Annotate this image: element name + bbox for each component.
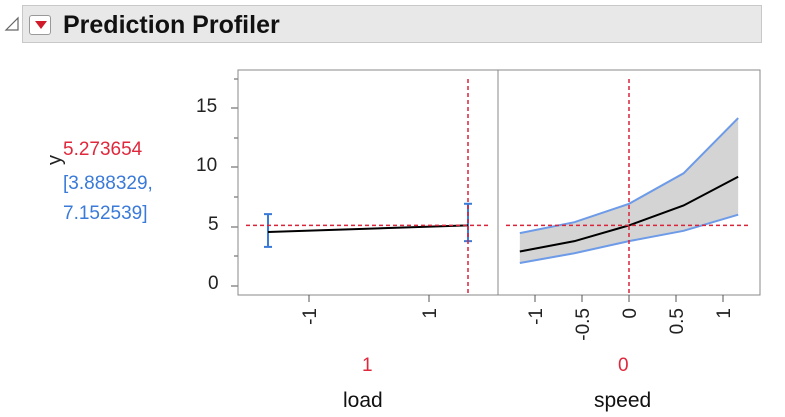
prediction-trace: [267, 224, 469, 233]
load-factor-label: load: [343, 389, 383, 412]
y-tick-label: 0: [208, 273, 219, 294]
y-tick-label: 15: [196, 96, 218, 117]
y-tick-label: 5: [208, 214, 219, 235]
load-current-value[interactable]: 1: [362, 355, 373, 376]
speed-current-value[interactable]: 0: [618, 355, 629, 376]
ci-upper-text: 7.152539]: [63, 203, 148, 224]
chevron-down-icon: [35, 21, 47, 29]
ci-lower-text: [3.888329,: [63, 173, 153, 194]
x-tick-label: 1: [420, 308, 441, 319]
page-title: Prediction Profiler: [63, 11, 280, 39]
profiler-title-bar: Prediction Profiler: [22, 5, 762, 43]
red-triangle-menu-button[interactable]: [29, 15, 51, 35]
x-tick-label: 0.5: [667, 308, 688, 334]
speed-profile: [506, 79, 750, 295]
load-plot-frame: [237, 69, 499, 296]
collapse-triangle-icon[interactable]: [4, 16, 20, 32]
y-tick-label: 10: [196, 155, 218, 176]
speed-factor-label: speed: [594, 389, 652, 412]
prediction-value: 5.273654: [63, 139, 143, 160]
x-tick-label: 0: [620, 308, 641, 319]
x-tick-label: 1: [714, 308, 735, 319]
x-tick-label: -0.5: [573, 308, 594, 341]
confidence-band: [519, 118, 739, 263]
x-tick-label: -1: [526, 308, 547, 325]
x-tick-label: -1: [300, 308, 321, 325]
load-profile: [246, 79, 488, 295]
